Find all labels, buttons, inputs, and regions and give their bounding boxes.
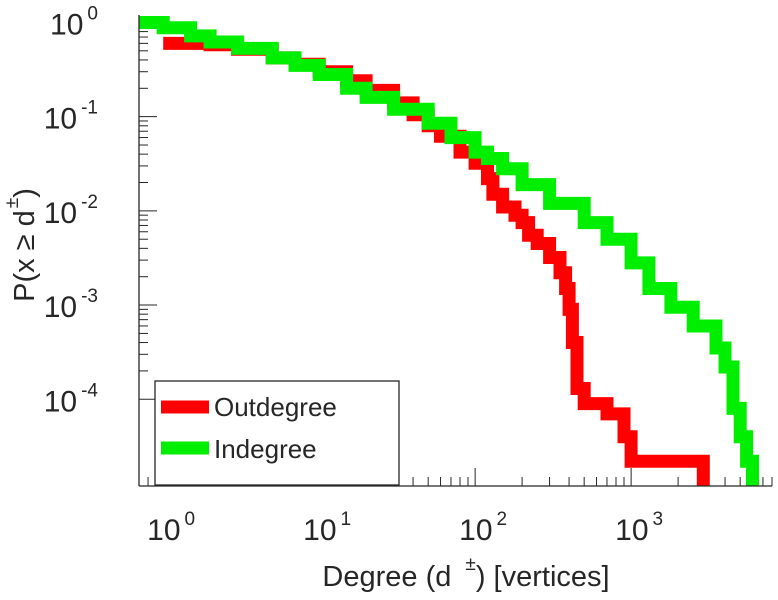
y-axis-label-prefix: P(x ≥ d: [9, 210, 41, 302]
legend-label-outdegree: Outdegree: [214, 392, 337, 422]
y-tick-label: 10 -3: [44, 286, 98, 324]
x-tick-label: 10 0: [147, 509, 195, 547]
x-tick-label: 10 3: [615, 509, 663, 547]
y-axis-label-superscript: ±: [2, 198, 23, 208]
x-tick-label: 10 2: [459, 509, 507, 547]
x-axis-label-superscript: ±: [465, 554, 475, 575]
y-tick-label: 10 -1: [44, 98, 98, 136]
y-axis-label-suffix: ): [9, 188, 41, 198]
series-line-indegree: [139, 16, 759, 486]
x-tick-label: 10 1: [303, 509, 351, 547]
x-axis-label: Degree (d ±) [vertices]: [322, 554, 609, 593]
legend-label-indegree: Indegree: [214, 434, 317, 464]
legend-box: [154, 380, 400, 486]
x-axis-label-suffix: ) [vertices]: [476, 561, 610, 593]
series-layer: [139, 16, 759, 486]
y-tick-label: 10 0: [50, 3, 98, 41]
y-axis-label: P(x ≥ d ±): [2, 188, 41, 302]
tick-labels: 10 0 10 1 10 2 10 3 10 0 10 -1 10 -2 10 -3 10 -4: [44, 3, 663, 547]
y-tick-label: 10 -2: [44, 192, 98, 230]
x-axis-label-prefix: Degree (d: [322, 561, 451, 593]
legend: Outdegree Indegree: [154, 380, 400, 486]
axes: [138, 15, 772, 487]
y-tick-label: 10 -4: [44, 380, 99, 418]
